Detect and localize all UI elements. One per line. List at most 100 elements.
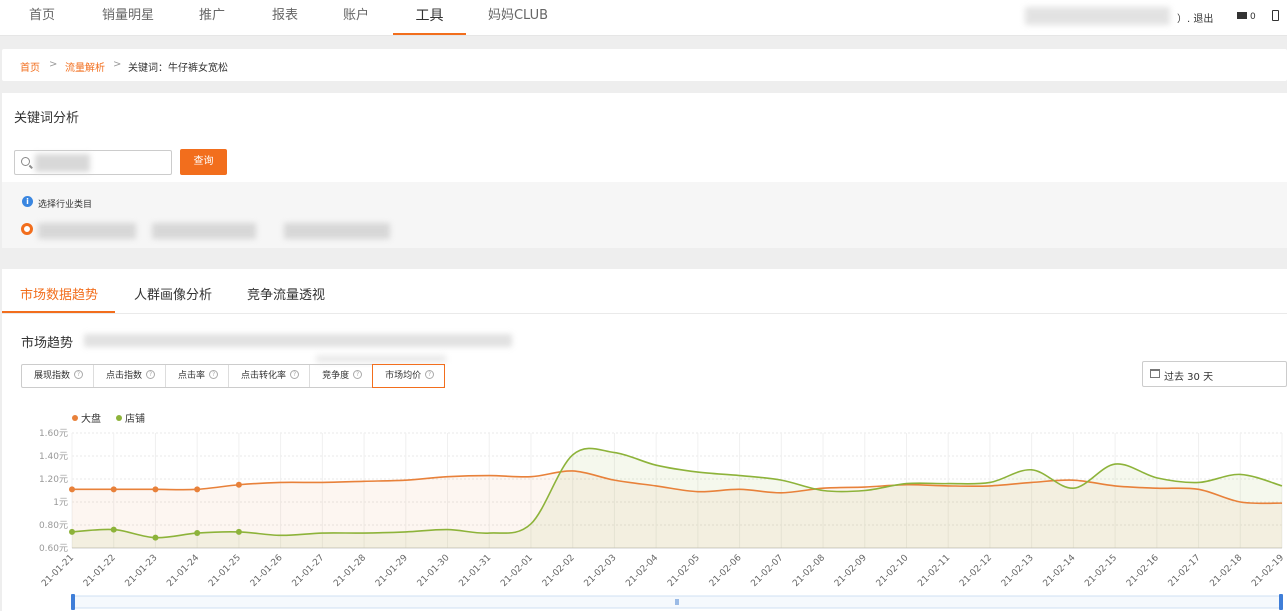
x-tick-label: 21-01-24	[165, 553, 201, 589]
zoom-handle-right	[1279, 594, 1283, 610]
search-button[interactable]: 查询	[180, 149, 227, 175]
nav-item-mama-club[interactable]: 妈妈CLUB	[487, 8, 549, 23]
x-tick-label: 21-01-31	[457, 553, 493, 589]
data-point	[110, 526, 117, 533]
series-area-shop	[72, 448, 1282, 548]
mail-icon	[1237, 12, 1247, 19]
x-tick-label: 21-02-08	[791, 553, 827, 589]
data-point	[110, 486, 117, 493]
x-tick-label: 21-02-01	[499, 553, 535, 589]
analysis-tabs: 市场数据趋势 人群画像分析 竞争流量透视	[2, 269, 1287, 314]
data-point	[69, 486, 75, 493]
y-tick-label: 1元	[53, 498, 68, 508]
x-tick-label: 21-02-13	[1000, 553, 1036, 589]
x-tick-label: 21-02-09	[833, 553, 869, 589]
x-tick-label: 21-01-23	[124, 553, 160, 589]
y-tick-label: 0.60元	[39, 544, 68, 554]
search-value-redacted	[35, 154, 90, 172]
nav-active-indicator	[393, 33, 466, 35]
metric-label: 点击率	[178, 371, 206, 381]
data-point	[194, 486, 201, 493]
legend-marker	[72, 415, 78, 421]
logout-link[interactable]: ）. 退出	[1177, 14, 1214, 25]
metric-conversion-rate[interactable]: 点击转化率?	[229, 365, 311, 387]
x-tick-label: 21-02-12	[958, 553, 994, 589]
section-subtitle-redacted	[84, 334, 512, 347]
x-tick-label: 21-01-25	[207, 553, 243, 589]
x-tick-label: 21-02-17	[1167, 553, 1203, 589]
x-tick-label: 21-01-28	[332, 553, 368, 589]
calendar-icon	[1150, 369, 1160, 378]
nav-item-sales-star[interactable]: 销量明星	[101, 8, 154, 23]
breadcrumb-separator: >	[113, 59, 122, 70]
x-tick-label: 21-02-11	[916, 553, 952, 589]
metric-selector: 展现指数? 点击指数? 点击率? 点击转化率? 竞争度? 市场均价?	[21, 364, 446, 388]
y-tick-label: 1.20元	[39, 475, 68, 485]
y-tick-label: 1.60元	[39, 429, 68, 439]
data-point	[152, 534, 159, 541]
metric-ctr[interactable]: 点击率?	[166, 365, 230, 387]
help-icon[interactable]: ?	[74, 370, 84, 379]
legend-label: 大盘	[81, 414, 101, 425]
help-icon[interactable]: ?	[209, 370, 219, 379]
category-option-redacted[interactable]	[152, 223, 256, 239]
tab-competitive-traffic[interactable]: 竞争流量透视	[247, 288, 326, 303]
breadcrumb-current: 关键词：牛仔裤女宽松	[128, 63, 228, 74]
x-tick-label: 21-02-06	[708, 553, 744, 589]
metric-click-index[interactable]: 点击指数?	[94, 365, 167, 387]
search-icon	[21, 157, 30, 166]
section-subtitle-redacted	[316, 355, 446, 363]
x-tick-label: 21-02-16	[1125, 553, 1161, 589]
nav-item-promotion[interactable]: 推广	[198, 8, 225, 23]
legend-label: 店铺	[125, 414, 145, 425]
metric-label: 竞争度	[322, 371, 350, 381]
x-tick-label: 21-02-18	[1208, 553, 1244, 589]
metric-label: 点击转化率	[241, 371, 287, 381]
message-button[interactable]: 0	[1237, 12, 1256, 22]
category-option-redacted[interactable]	[38, 223, 136, 239]
nav-item-home[interactable]: 首页	[28, 8, 55, 23]
breadcrumb-separator: >	[49, 59, 58, 70]
breadcrumb-home[interactable]: 首页	[20, 63, 40, 74]
help-icon[interactable]: ?	[425, 370, 435, 379]
metric-impression-index[interactable]: 展现指数?	[22, 365, 95, 387]
y-tick-label: 0.80元	[39, 521, 68, 531]
x-tick-label: 21-01-21	[40, 553, 76, 589]
help-icon[interactable]: ?	[353, 370, 363, 379]
x-tick-label: 21-02-03	[583, 553, 619, 589]
zoom-grip	[675, 599, 679, 605]
legend-item-shop[interactable]: 店铺	[116, 410, 145, 425]
y-tick-label: 1.40元	[39, 452, 68, 462]
zoom-handle-left	[71, 594, 75, 610]
data-point	[235, 528, 242, 535]
nav-item-reports[interactable]: 报表	[271, 8, 298, 23]
analysis-section: 市场数据趋势 人群画像分析 竞争流量透视 市场趋势 展现指数? 点击指数? 点击…	[2, 269, 1287, 611]
keyword-analysis-panel: 关键词分析 查询 i 选择行业类目	[2, 93, 1287, 248]
mobile-icon[interactable]	[1272, 10, 1279, 21]
section-title: 市场趋势	[21, 336, 74, 351]
category-radio[interactable]	[21, 223, 33, 235]
x-tick-label: 21-01-26	[249, 553, 285, 589]
nav-item-tools[interactable]: 工具	[415, 8, 444, 24]
x-tick-label: 21-01-30	[416, 553, 452, 589]
x-tick-label: 21-02-05	[666, 553, 702, 589]
series-line-shop	[71, 447, 1283, 539]
data-point	[194, 530, 201, 537]
panel-title: 关键词分析	[14, 111, 80, 126]
metric-avg-price[interactable]: 市场均价?	[372, 364, 446, 388]
tab-active-indicator	[2, 311, 115, 313]
legend-item-market[interactable]: 大盘	[72, 410, 101, 425]
nav-item-account[interactable]: 账户	[342, 8, 369, 23]
message-count: 0	[1250, 12, 1256, 22]
x-tick-label: 21-02-02	[541, 553, 577, 589]
help-icon[interactable]: ?	[146, 370, 156, 379]
keyword-search-input[interactable]	[14, 150, 172, 175]
x-tick-label: 21-01-22	[82, 553, 118, 589]
tab-audience-profile[interactable]: 人群画像分析	[134, 288, 213, 303]
username-redacted	[1025, 7, 1170, 25]
x-tick-label: 21-02-19	[1250, 553, 1286, 589]
breadcrumb-traffic-analysis[interactable]: 流量解析	[65, 63, 105, 74]
tab-market-trend[interactable]: 市场数据趋势	[20, 288, 99, 303]
category-option-redacted[interactable]	[284, 223, 390, 239]
help-icon[interactable]: ?	[290, 370, 300, 379]
